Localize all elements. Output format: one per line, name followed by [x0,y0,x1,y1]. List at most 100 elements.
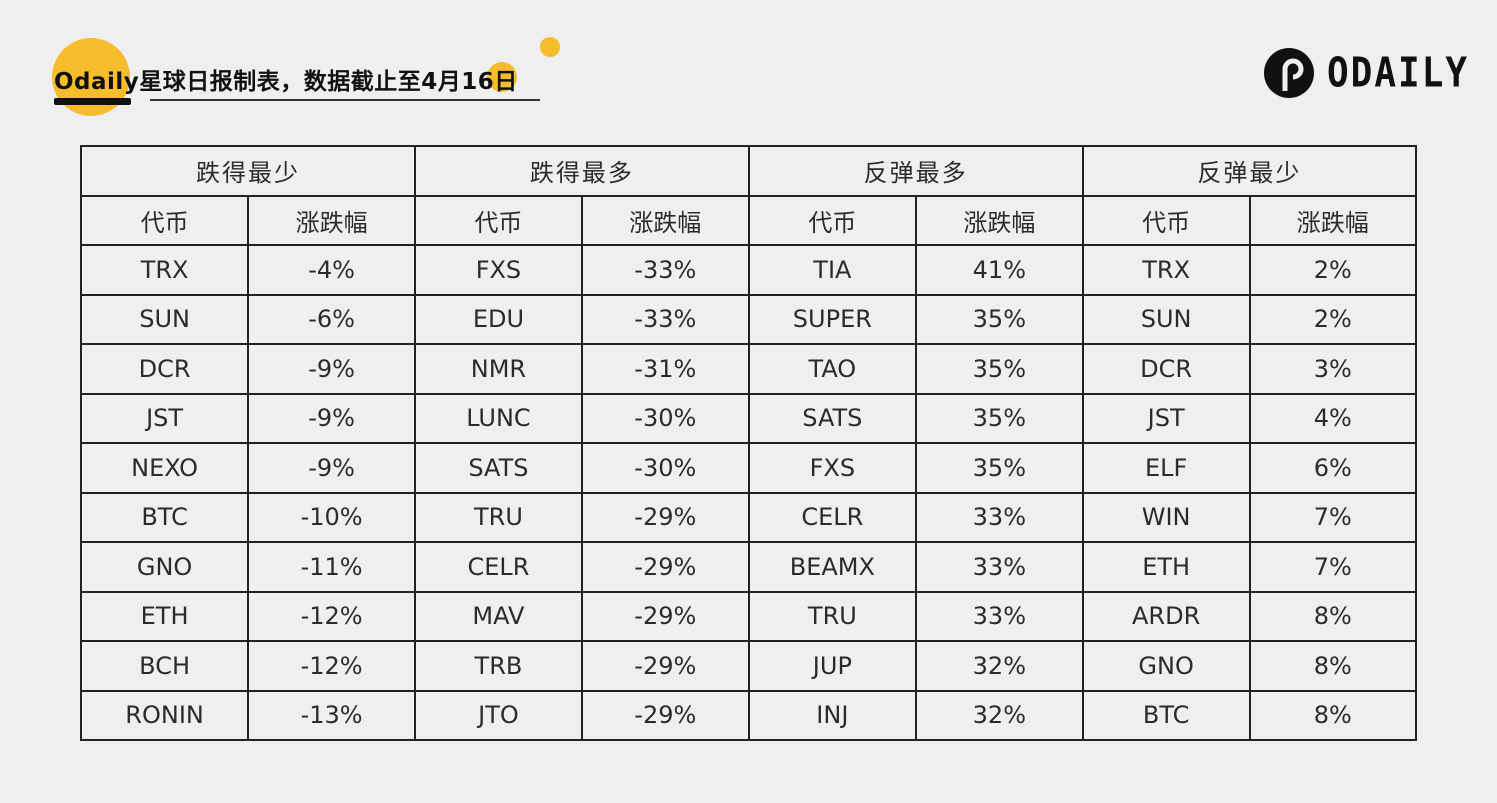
change-cell: -33% [580,244,750,296]
change-cell: -4% [247,244,416,296]
column-header-change: 涨跌幅 [247,194,416,246]
change-cell: -29% [580,640,750,692]
token-cell: TAO [747,343,918,395]
change-cell: -30% [580,392,750,444]
change-cell: 2% [1248,244,1418,296]
decorative-circle [487,62,517,92]
column-header-token: 代币 [414,194,583,246]
token-cell: ELF [1081,442,1251,494]
token-cell: DCR [79,343,250,395]
token-cell: ETH [79,590,250,642]
token-cell: TIA [747,244,918,296]
token-cell: BCH [79,640,250,692]
table-row: GNO -11% CELR -29% BEAMX 33% ETH 7% [79,541,1418,593]
token-cell: CELR [414,541,583,593]
change-cell: 35% [915,392,1084,444]
change-cell: -29% [580,689,750,741]
token-cell: SATS [747,392,918,444]
change-cell: 4% [1248,392,1418,444]
change-cell: 3% [1248,343,1418,395]
token-cell: EDU [414,293,583,345]
price-change-table: 跌得最少 跌得最多 反弹最多 反弹最少 代币 涨跌幅 代币 涨跌幅 代币 涨跌幅 代币 涨跌幅 TR… [79,145,1418,741]
token-cell: ARDR [1081,590,1251,642]
group-header: 跌得最多 [414,145,750,197]
change-cell: -9% [247,392,416,444]
change-cell: -12% [247,640,416,692]
group-header-row: 跌得最少 跌得最多 反弹最多 反弹最少 [80,145,1418,197]
change-cell: 35% [915,343,1084,395]
change-cell: -9% [247,343,416,395]
token-cell: BTC [1081,689,1251,741]
change-cell: 7% [1248,541,1418,593]
table-row: BCH -12% TRB -29% JUP 32% GNO 8% [79,640,1418,692]
token-cell: LUNC [414,392,583,444]
change-cell: 33% [915,491,1084,543]
change-cell: -30% [580,442,750,494]
token-cell: TRX [1081,244,1251,296]
column-header-change: 涨跌幅 [915,194,1084,246]
column-header-change: 涨跌幅 [1248,194,1418,246]
title-underline-bar [54,98,131,105]
token-cell: MAV [414,590,583,642]
change-cell: -13% [247,689,416,741]
change-cell: 8% [1248,640,1418,692]
table-row: JST -9% LUNC -30% SATS 35% JST 4% [79,392,1418,444]
token-cell: DCR [1081,343,1251,395]
token-cell: GNO [79,541,250,593]
decorative-circle [540,37,560,57]
column-header-row: 代币 涨跌幅 代币 涨跌幅 代币 涨跌幅 代币 涨跌幅 [79,194,1418,246]
change-cell: -31% [580,343,750,395]
column-header-token: 代币 [79,194,250,246]
change-cell: -6% [247,293,416,345]
column-header-token: 代币 [747,194,918,246]
token-cell: BTC [79,491,250,543]
table-row: NEXO -9% SATS -30% FXS 35% ELF 6% [79,442,1418,494]
token-cell: TRB [414,640,583,692]
change-cell: 33% [915,541,1084,593]
token-cell: SUN [1081,293,1251,345]
token-cell: GNO [1081,640,1251,692]
token-cell: SUN [79,293,250,345]
odaily-logo-icon [1264,48,1314,98]
change-cell: -9% [247,442,416,494]
change-cell: -10% [247,491,416,543]
group-header: 反弹最多 [747,145,1084,197]
token-cell: TRU [414,491,583,543]
token-cell: INJ [747,689,918,741]
page-title: Odaily星球日报制表，数据截止至4月16日 [54,69,518,95]
token-cell: ETH [1081,541,1251,593]
change-cell: -11% [247,541,416,593]
change-cell: -29% [580,491,750,543]
change-cell: -29% [580,590,750,642]
token-cell: TRU [747,590,918,642]
token-cell: JTO [414,689,583,741]
group-header: 跌得最少 [80,145,416,197]
table-row: DCR -9% NMR -31% TAO 35% DCR 3% [79,343,1418,395]
token-cell: JUP [747,640,918,692]
token-cell: RONIN [79,689,250,741]
change-cell: 32% [915,689,1084,741]
title-divider [150,99,540,101]
token-cell: BEAMX [747,541,918,593]
token-cell: JST [1081,392,1251,444]
change-cell: 8% [1248,590,1418,642]
token-cell: TRX [79,244,250,296]
change-cell: 32% [915,640,1084,692]
table-row: ETH -12% MAV -29% TRU 33% ARDR 8% [79,590,1418,642]
token-cell: NMR [414,343,583,395]
token-cell: SATS [414,442,583,494]
token-cell: SUPER [747,293,918,345]
column-header-change: 涨跌幅 [580,194,750,246]
logo-text: ODAILY [1327,49,1470,97]
token-cell: FXS [747,442,918,494]
odaily-logo: ODAILY [1263,47,1469,99]
change-cell: 41% [915,244,1084,296]
change-cell: 35% [915,293,1084,345]
token-cell: JST [79,392,250,444]
table-row: SUN -6% EDU -33% SUPER 35% SUN 2% [79,293,1418,345]
token-cell: CELR [747,491,918,543]
token-cell: WIN [1081,491,1251,543]
change-cell: -33% [580,293,750,345]
table-row: BTC -10% TRU -29% CELR 33% WIN 7% [79,491,1418,543]
group-header: 反弹最少 [1081,145,1418,197]
